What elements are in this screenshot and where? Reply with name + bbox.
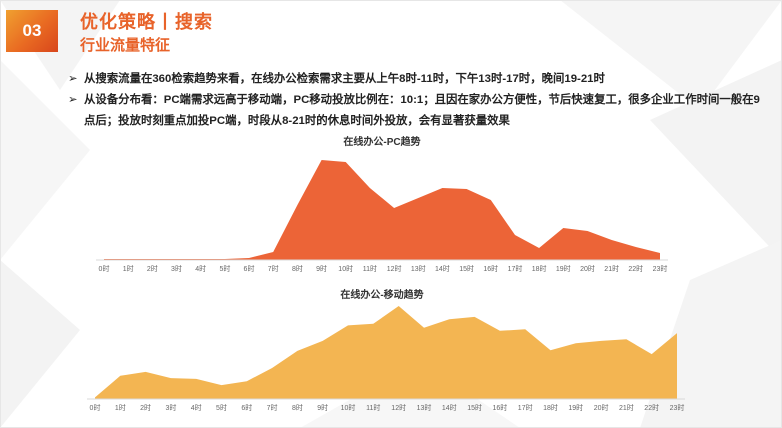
x-tick-label: 3时 [171,264,182,273]
x-tick-label: 19时 [556,264,571,273]
page-title: 优化策略丨搜索 [80,12,213,32]
x-tick-label: 15时 [459,264,474,273]
x-tick-label: 5时 [216,403,227,412]
x-tick-label: 23时 [653,264,668,273]
x-tick-label: 8时 [292,264,303,273]
x-tick-label: 4时 [195,264,206,273]
x-tick-label: 20时 [594,403,609,412]
bullet-item: ➢ 从设备分布看：PC端需求远高于移动端，PC移动投放比例在：10:1；且因在家… [68,90,768,132]
x-tick-label: 21时 [619,403,634,412]
x-tick-label: 17时 [518,403,533,412]
page-subtitle: 行业流量特征 [80,37,171,54]
pc-trend-chart: 在线办公-PC趋势 0时 1时 2时 3时 4时 5时 6时 7时 8时 9时 10时 11时 12时 13… [96,135,668,273]
x-tick-label: 11时 [363,264,377,273]
bullet-text: 从设备分布看：PC端需求远高于移动端，PC移动投放比例在：10:1；且因在家办公… [84,94,760,127]
bullet-text: 从搜索流量在360检索趋势来看，在线办公检索需求主要从上午8时-11时，下午13… [84,73,605,85]
mobile-trend-chart: 在线办公-移动趋势 0时 1时 2时 3时 4时 5时 6时 7时 8时 9时 10时 11时 12时 13… [87,288,685,412]
x-tick-label: 3时 [165,403,176,412]
x-tick-label: 15时 [467,403,482,412]
x-tick-label: 19时 [568,403,583,412]
x-tick-label: 7时 [267,403,278,412]
x-tick-label: 23时 [670,403,685,412]
series-area [95,306,677,399]
x-tick-label: 12时 [391,403,406,412]
bullet-list: ➢ 从搜索流量在360检索趋势来看，在线办公检索需求主要从上午8时-11时，下午… [68,69,768,132]
x-tick-label: 0时 [99,264,110,273]
x-tick-label: 18时 [532,264,547,273]
x-tick-label: 16时 [493,403,508,412]
x-tick-label: 9时 [316,264,327,273]
series-area [104,160,660,260]
chart-title: 在线办公-移动趋势 [340,288,423,301]
x-tick-label: 2时 [140,403,151,412]
x-tick-label: 20时 [580,264,595,273]
x-tick-label: 6时 [241,403,252,412]
x-tick-label: 22时 [628,264,643,273]
bullet-item: ➢ 从搜索流量在360检索趋势来看，在线办公检索需求主要从上午8时-11时，下午… [68,69,768,90]
x-tick-label: 9时 [317,403,328,412]
arrow-bullet-icon: ➢ [68,73,78,85]
x-tick-label: 14时 [435,264,450,273]
x-tick-label: 18时 [543,403,558,412]
x-tick-label: 14时 [442,403,457,412]
x-tick-label: 16时 [483,264,498,273]
x-tick-label: 7时 [268,264,279,273]
chart-title: 在线办公-PC趋势 [343,135,420,148]
x-tick-label: 1时 [123,264,134,273]
x-tick-label: 8时 [292,403,303,412]
x-tick-label: 13时 [417,403,432,412]
x-tick-label: 6时 [244,264,255,273]
x-tick-label: 2时 [147,264,158,273]
x-tick-label: 13时 [411,264,426,273]
x-tick-label: 4时 [191,403,202,412]
x-tick-label: 5时 [219,264,230,273]
arrow-bullet-icon: ➢ [68,94,78,106]
x-tick-label: 22时 [644,403,659,412]
x-tick-label: 1时 [115,403,126,412]
section-number-badge: 03 [6,10,58,52]
x-tick-label: 17时 [508,264,523,273]
x-tick-label: 0时 [90,403,101,412]
x-tick-label: 21时 [604,264,619,273]
x-tick-label: 11时 [366,403,380,412]
x-tick-label: 10时 [341,403,356,412]
x-tick-label: 12时 [387,264,402,273]
x-tick-label: 10时 [338,264,353,273]
